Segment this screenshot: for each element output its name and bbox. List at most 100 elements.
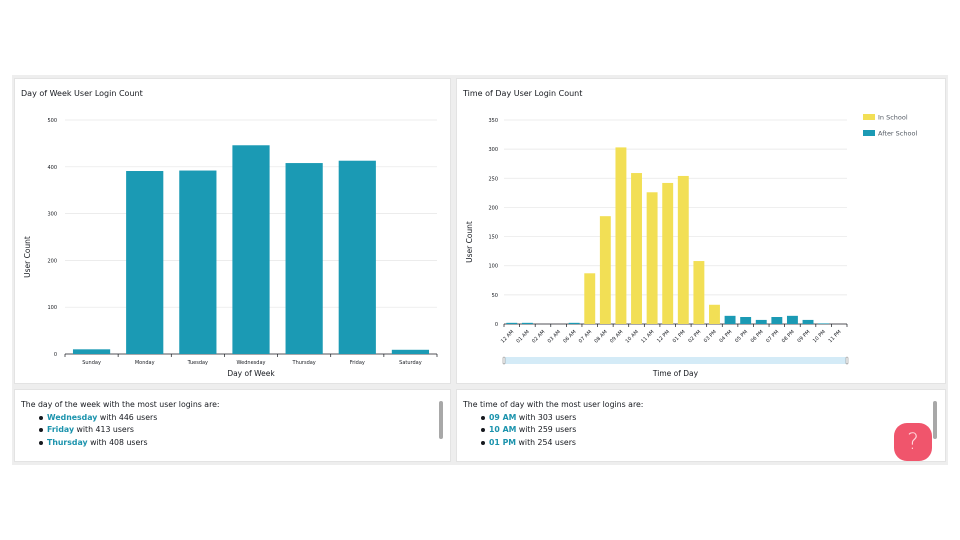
y-tick-label: 200 (488, 205, 498, 211)
x-tick-label: 11 PM (828, 329, 843, 344)
x-tick-label: 11 AM (640, 329, 655, 344)
y-tick-label: 150 (488, 235, 498, 241)
scrollbar[interactable] (439, 401, 443, 439)
x-tick-label: Saturday (399, 360, 422, 366)
x-tick-label: 03 AM (547, 329, 562, 344)
bar-after-school (740, 317, 752, 324)
item-text: with 413 users (74, 425, 134, 434)
time-of-day-chart-panel: Time of Day User Login Count 0 50 100 150 20… (456, 78, 946, 384)
bar-after-school (521, 322, 533, 324)
x-tick-label: 12 PM (656, 329, 671, 344)
bar-in-school (584, 273, 596, 324)
list-item: 09 AM with 303 users (480, 412, 643, 425)
bar-friday (338, 160, 376, 354)
y-tick-label: 0 (54, 352, 57, 358)
item-text: with 303 users (516, 412, 577, 422)
x-tick-label: Sunday (82, 360, 101, 366)
bar-in-school (677, 175, 689, 324)
list-item: Friday with 413 users (39, 424, 220, 437)
day-chart-title: Day of Week User Login Count (21, 89, 143, 98)
x-tick-label: 06 AM (562, 329, 577, 344)
x-tick-label: 02 AM (531, 329, 546, 344)
list-item: Thursday with 408 users (39, 437, 220, 450)
y-tick-label: 250 (488, 176, 498, 182)
bar-in-school (599, 216, 611, 324)
bar-wednesday (232, 145, 270, 354)
day-summary-list: Wednesday with 446 users Friday with 413… (21, 412, 220, 450)
y-tick-label: 300 (47, 212, 57, 218)
day-summary-intro: The day of the week with the most user l… (21, 400, 220, 409)
highlight-day: Thursday (47, 437, 88, 447)
scrollbar[interactable] (933, 401, 937, 439)
time-summary-panel: The time of day with the most user login… (456, 389, 946, 462)
time-of-day-bar-chart: 0 50 100 150 200 250 300 350 12 AM 01 AM 02 AM 03 A… (465, 114, 917, 379)
highlight-day: Wednesday (47, 412, 98, 422)
y-tick-label: 400 (47, 165, 57, 171)
bar-in-school (693, 261, 705, 324)
bar-after-school (568, 322, 580, 324)
x-tick-label: 12 AM (500, 329, 515, 344)
bar-after-school (818, 323, 830, 324)
x-tick-label: 10 PM (812, 329, 827, 344)
x-tick-label: Tuesday (187, 360, 208, 366)
bar-in-school (615, 147, 627, 324)
y-tick-label: 500 (47, 118, 57, 124)
y-axis-title: User Count (23, 236, 32, 278)
bar-in-school (646, 192, 658, 324)
highlight-time: 10 AM (489, 425, 517, 434)
time-summary-intro: The time of day with the most user login… (463, 400, 644, 409)
legend-label: In School (878, 114, 908, 122)
x-tick-label: 08 AM (593, 329, 608, 344)
bar-after-school (771, 317, 783, 324)
bar-thursday (285, 163, 323, 354)
x-tick-label: 03 PM (703, 329, 718, 344)
bar-after-school (802, 319, 814, 324)
x-tick-label: Thursday (292, 360, 316, 366)
x-tick-label: 09 AM (609, 329, 624, 344)
x-tick-label: 01 AM (515, 329, 530, 344)
list-item: 10 AM with 259 users (480, 424, 643, 437)
day-of-week-bar-chart: 0 100 200 300 400 500 Sunday Monday Tuesday Wedne… (23, 118, 438, 378)
y-tick-label: 0 (495, 322, 498, 328)
bar-in-school (631, 173, 642, 324)
y-tick-label: 100 (488, 264, 498, 270)
x-tick-label: 04 PM (718, 329, 733, 344)
y-tick-label: 200 (47, 258, 57, 264)
x-tick-label: 05 PM (734, 329, 749, 344)
x-tick-label: 08 PM (781, 329, 796, 344)
question-mark-icon: ? (907, 429, 919, 455)
x-axis-title: Time of Day (652, 369, 699, 378)
bar-in-school (709, 304, 720, 324)
x-tick-label: Wednesday (237, 360, 266, 366)
time-summary-list: 09 AM with 303 users 10 AM with 259 user… (463, 412, 643, 450)
x-tick-label: Friday (350, 360, 365, 366)
bar-saturday (391, 349, 430, 354)
dashboard: Day of Week User Login Count 0 100 200 300 4… (12, 75, 948, 465)
highlight-time: 01 PM (489, 437, 517, 447)
bar-tuesday (179, 170, 217, 354)
bar-sunday (72, 349, 111, 354)
bar-after-school (506, 322, 518, 324)
bar-after-school (724, 315, 736, 324)
item-text: with 446 users (97, 412, 158, 422)
highlight-day: Friday (47, 425, 75, 434)
time-chart-title: Time of Day User Login Count (463, 89, 583, 98)
x-axis-title: Day of Week (227, 369, 275, 378)
help-button[interactable]: ? (894, 423, 932, 461)
item-text: with 254 users (516, 437, 576, 447)
x-tick-label: Monday (135, 360, 155, 366)
x-tick-label: 06 PM (750, 329, 765, 344)
x-tick-label: 07 AM (578, 329, 593, 344)
day-summary-panel: The day of the week with the most user l… (14, 389, 451, 462)
x-tick-label: 02 PM (687, 329, 702, 344)
bar-after-school (755, 319, 767, 324)
legend-swatch-after-school (863, 130, 875, 136)
y-axis-title: User Count (465, 221, 474, 263)
bar-after-school (786, 315, 798, 324)
x-tick-label: 10 AM (625, 329, 640, 344)
time-summary: The time of day with the most user login… (463, 399, 643, 449)
day-of-week-chart-panel: Day of Week User Login Count 0 100 200 300 4… (14, 78, 451, 384)
range-slider-track (504, 357, 847, 364)
item-text: with 408 users (87, 437, 148, 447)
y-tick-label: 100 (47, 305, 57, 311)
